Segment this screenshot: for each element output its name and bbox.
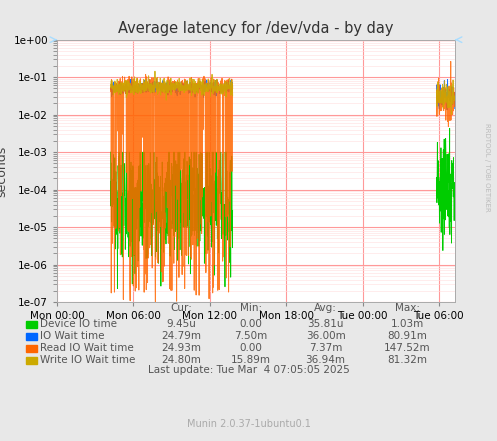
Text: 0.00: 0.00 xyxy=(240,319,262,329)
Text: 0.00: 0.00 xyxy=(240,343,262,353)
Text: 35.81u: 35.81u xyxy=(307,319,344,329)
Text: 80.91m: 80.91m xyxy=(388,331,427,341)
Text: Last update: Tue Mar  4 07:05:05 2025: Last update: Tue Mar 4 07:05:05 2025 xyxy=(148,365,349,375)
Text: 7.50m: 7.50m xyxy=(235,331,267,341)
Text: 9.45u: 9.45u xyxy=(166,319,196,329)
Text: 36.00m: 36.00m xyxy=(306,331,345,341)
Text: Munin 2.0.37-1ubuntu0.1: Munin 2.0.37-1ubuntu0.1 xyxy=(186,419,311,429)
Text: RRDTOOL / TOBI OETIKER: RRDTOOL / TOBI OETIKER xyxy=(484,123,490,212)
Text: 81.32m: 81.32m xyxy=(388,355,427,365)
Title: Average latency for /dev/vda - by day: Average latency for /dev/vda - by day xyxy=(118,21,394,36)
Text: Write IO Wait time: Write IO Wait time xyxy=(40,355,135,365)
Text: 7.37m: 7.37m xyxy=(309,343,342,353)
Text: 24.80m: 24.80m xyxy=(162,355,201,365)
Text: 24.79m: 24.79m xyxy=(162,331,201,341)
Y-axis label: seconds: seconds xyxy=(0,145,8,197)
Text: 15.89m: 15.89m xyxy=(231,355,271,365)
Text: Min:: Min: xyxy=(240,303,262,313)
Text: Cur:: Cur: xyxy=(170,303,192,313)
Text: Read IO Wait time: Read IO Wait time xyxy=(40,343,134,353)
Text: Device IO time: Device IO time xyxy=(40,319,117,329)
Text: Avg:: Avg: xyxy=(314,303,337,313)
Text: 1.03m: 1.03m xyxy=(391,319,424,329)
Text: IO Wait time: IO Wait time xyxy=(40,331,104,341)
Text: 24.93m: 24.93m xyxy=(162,343,201,353)
Text: 36.94m: 36.94m xyxy=(306,355,345,365)
Text: 147.52m: 147.52m xyxy=(384,343,431,353)
Text: Max:: Max: xyxy=(395,303,420,313)
